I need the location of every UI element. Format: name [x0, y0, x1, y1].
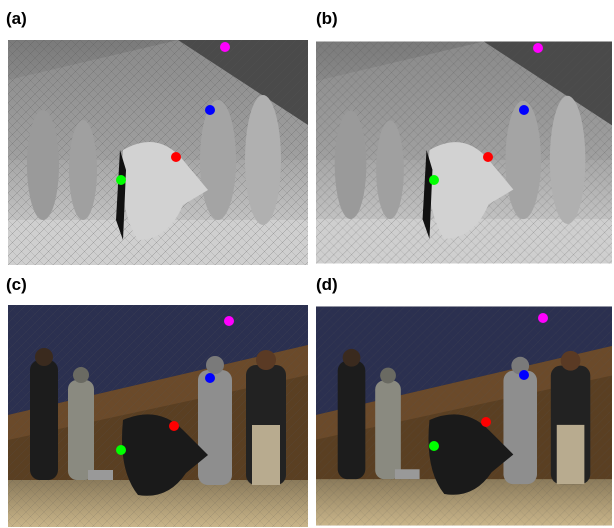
marker — [169, 421, 179, 431]
marker — [205, 373, 215, 383]
marker — [224, 316, 234, 326]
marker — [429, 175, 439, 185]
marker — [519, 105, 529, 115]
panel-label: (a) — [6, 9, 27, 28]
marker — [533, 43, 543, 53]
photo — [8, 305, 308, 527]
marker — [220, 42, 230, 52]
depth-map — [316, 42, 612, 264]
marker — [538, 313, 548, 323]
figure: (a) (b) (c) (d) — [0, 0, 614, 528]
marker — [116, 175, 126, 185]
panel-label: (b) — [316, 9, 338, 28]
photo — [316, 306, 612, 525]
marker — [519, 370, 529, 380]
marker — [171, 152, 181, 162]
depth-map — [8, 40, 308, 265]
marker — [481, 417, 491, 427]
marker — [116, 445, 126, 455]
panel-label: (c) — [6, 275, 27, 294]
marker — [429, 441, 439, 451]
marker — [483, 152, 493, 162]
panel-label: (d) — [316, 275, 338, 294]
marker — [205, 105, 215, 115]
